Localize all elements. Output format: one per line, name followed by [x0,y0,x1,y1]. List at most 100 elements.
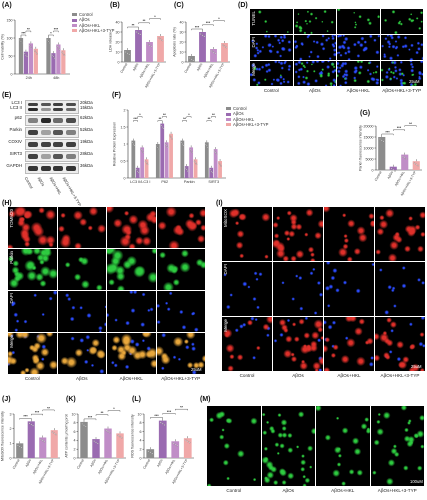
blot-band [40,102,51,106]
y-axis-label: Parkin fluorescence intensity [359,125,363,171]
data-point [119,435,121,438]
x-tick-label: Control [374,170,383,181]
y-tick-label: 1 [124,142,126,146]
significance-bracket [162,116,167,118]
y-tick-label: 0 [11,72,13,76]
significance-bracket [19,418,32,420]
data-point [206,145,208,147]
y-tick-label: 2 [10,427,12,431]
legend-a-swatch-control [72,13,77,17]
bar [80,421,88,458]
significance-bracket [202,24,214,26]
micrograph-column-label: AβOs+HKL [337,373,361,378]
bar [218,161,222,178]
blot-band [40,118,51,123]
data-point [19,445,21,448]
micrograph-row-label: MitoSOX [223,209,228,228]
blot-lane-label: AβOs+HKL+3-TYP [61,176,82,208]
data-point [180,141,183,144]
micrograph-tunel-3 [380,9,423,34]
micrograph-column-label: AβOs+HKL+3-TYP [382,88,422,93]
blot-band [65,130,76,135]
y-tick-label: 15000 [364,135,374,139]
data-point [176,444,178,447]
data-point [20,447,23,449]
y-tick-label: 40 [180,20,184,24]
data-point [182,144,184,147]
significance-label: ** [101,411,104,415]
data-point [138,172,140,174]
significance-label: *** [206,21,211,25]
x-tick-label: AβOs [24,458,32,467]
blot-band [28,166,38,171]
significance-bracket [191,28,203,31]
blot-protein-label: SIRT3 [9,151,22,156]
significance-label: ** [163,113,166,117]
data-point [51,431,54,433]
data-point [42,439,44,442]
y-tick-label: 8 [74,421,76,425]
micrograph-column-label: AβOs+HKL [346,88,370,93]
data-point [159,38,162,40]
scale-bar-label: 100uM [410,479,423,484]
y-tick-label: 30 [116,30,120,34]
x-tick-label: Control [76,458,85,469]
significance-label: ** [47,406,50,410]
data-point [35,51,37,53]
x-tick-label: AβOs+HKL [97,458,109,475]
significance-bracket [393,129,405,131]
data-point [132,143,135,145]
x-tick-label: AβOs [386,170,394,179]
bar [92,439,100,458]
significance-bracket [162,413,176,415]
micrograph-row-label: DAPI [9,293,14,304]
blot-protein-label: LC3 I LC3 II [10,100,22,111]
legend-a-label: AβOs+HKL [79,22,101,28]
legend-f: Control AβOs AβOs+HKL AβOs+HKL+3-TYP [226,106,268,128]
data-point [139,33,141,36]
micrograph-column-label: Control [263,88,279,93]
micrograph-column-label: AβOs+HKL+3-TYP [161,376,201,381]
data-point [121,437,123,439]
x-tick-label: 48h [53,76,59,80]
bar [28,43,34,74]
data-point [61,51,63,53]
blot-band [65,102,76,106]
micrograph-tomm20-1 [57,207,106,248]
micrograph-dapi-3 [375,262,425,316]
significance-label: ** [132,23,135,27]
data-point [172,442,175,445]
data-point [413,162,416,164]
blot-band [28,102,38,106]
data-point [97,442,99,445]
data-point [53,57,56,59]
bar [210,49,217,62]
x-tick-label: AβOs [89,458,97,467]
bar [199,32,206,62]
x-tick-label: Control [12,458,21,469]
micrograph-dapi-3 [380,35,423,60]
micrograph-merge-3 [156,333,205,374]
data-point [147,450,150,452]
data-point [55,433,57,436]
micrograph-merge-0 [222,317,272,371]
blot-band [53,107,63,111]
blot-band [40,107,51,111]
data-point [162,127,164,130]
panel-label-h: (H) [2,200,12,207]
blot-strip [25,100,79,114]
micrograph-mitosox-2 [324,207,374,261]
data-point [382,140,385,143]
blot-band [65,118,76,123]
x-tick-label: LC3 II/LC3 I [130,180,150,184]
data-point [144,160,147,162]
data-point [161,39,163,42]
data-point [146,163,149,165]
data-point [136,169,138,171]
y-tick-label: 0 [372,168,374,172]
panel-label-e: (E) [2,92,12,99]
bar [23,51,29,74]
micrograph-tomm20-3 [156,207,205,248]
data-point [83,424,85,426]
